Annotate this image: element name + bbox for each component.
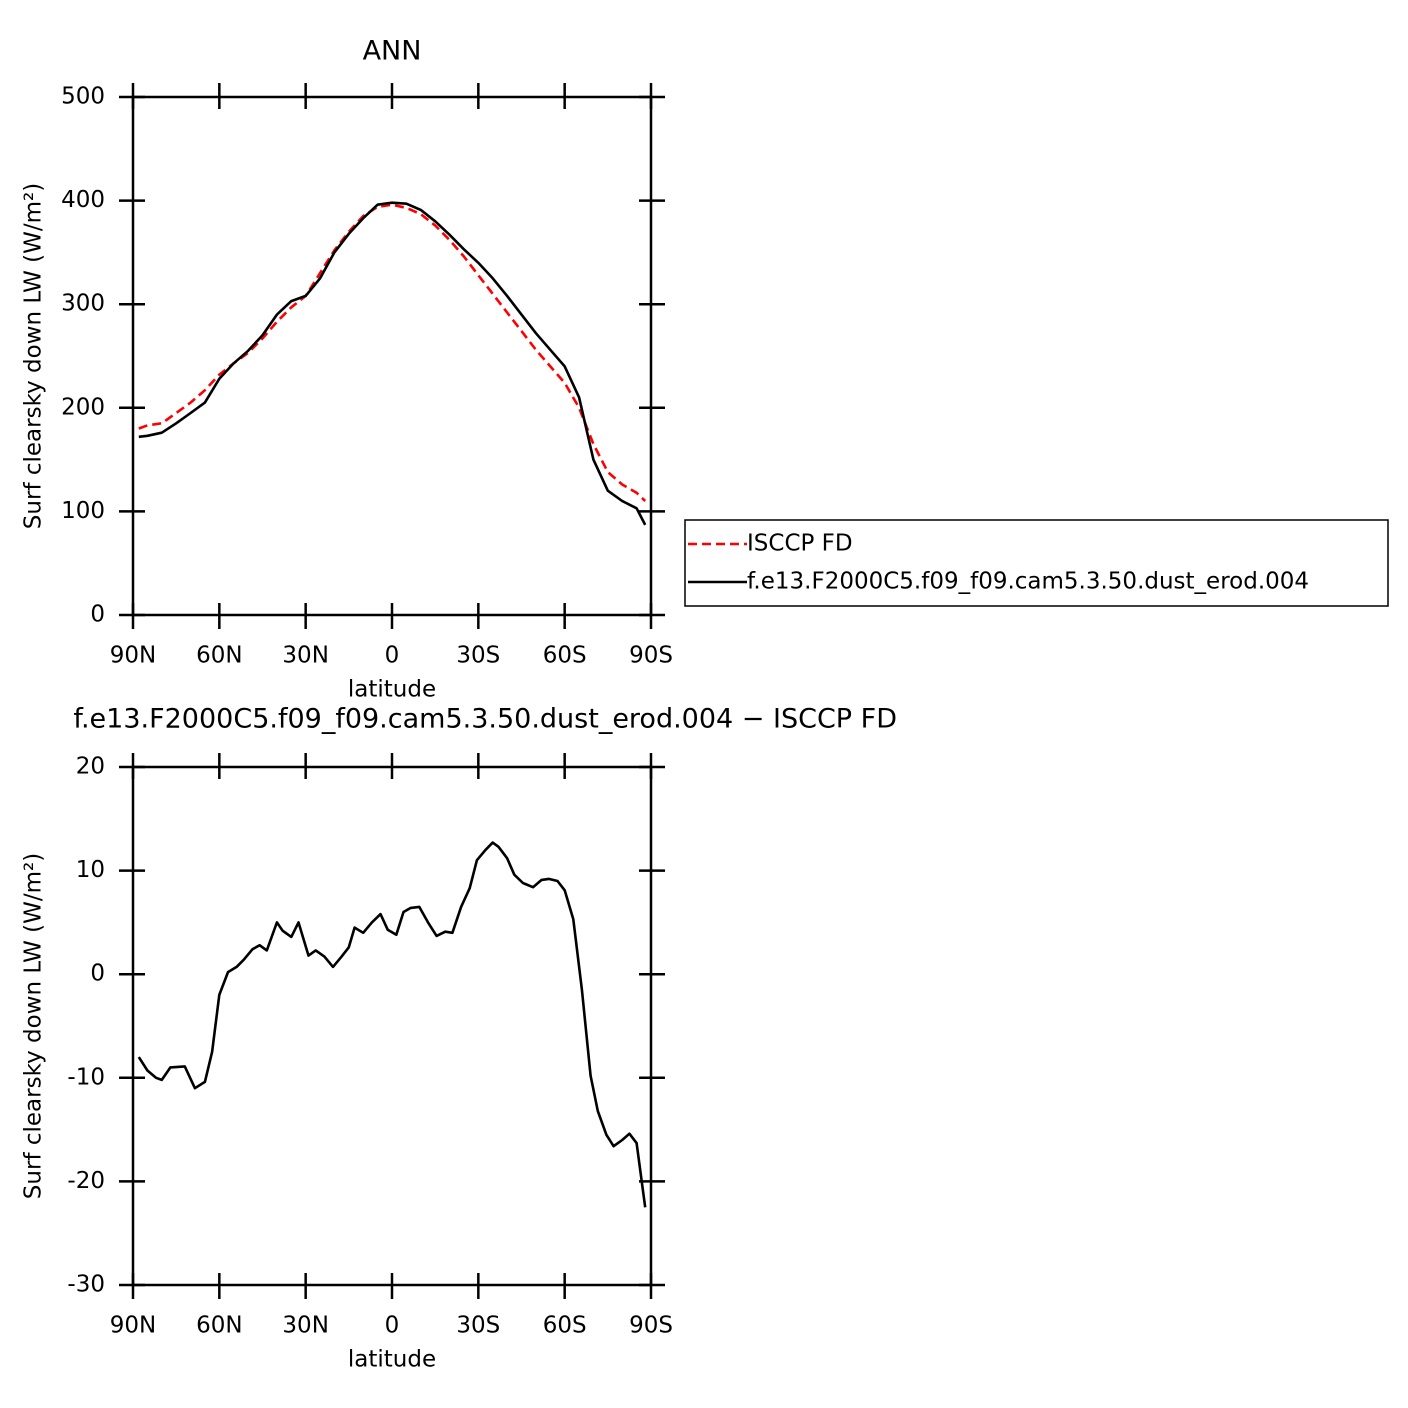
x-tick-label: 60S xyxy=(543,643,587,669)
y-tick-label: -10 xyxy=(67,1064,105,1090)
chart-title: f.e13.F2000C5.f09_f09.cam5.3.50.dust_ero… xyxy=(73,704,897,735)
x-axis-label: latitude xyxy=(348,677,436,703)
y-axis-label: Surf clearsky down LW (W/m²) xyxy=(21,853,47,1199)
x-tick-label: 60S xyxy=(543,1313,587,1339)
x-tick-label: 0 xyxy=(385,643,400,669)
legend-label: f.e13.F2000C5.f09_f09.cam5.3.50.dust_ero… xyxy=(747,569,1309,595)
y-tick-label: 300 xyxy=(61,291,105,317)
chart-title: ANN xyxy=(363,36,422,67)
x-tick-label: 90S xyxy=(629,1313,673,1339)
x-tick-label: 30N xyxy=(282,643,328,669)
x-tick-label: 90N xyxy=(110,643,156,669)
data-line xyxy=(138,201,647,526)
y-tick-label: 200 xyxy=(61,394,105,420)
x-tick-label: 60N xyxy=(196,643,242,669)
y-tick-label: 10 xyxy=(76,857,105,883)
y-tick-label: 20 xyxy=(76,754,105,780)
x-tick-label: 0 xyxy=(385,1313,400,1339)
y-tick-label: 400 xyxy=(61,187,105,213)
x-tick-label: 30S xyxy=(456,1313,500,1339)
y-tick-label: 500 xyxy=(61,84,105,110)
x-axis-label: latitude xyxy=(348,1347,436,1373)
plot-frame xyxy=(131,765,653,1287)
y-tick-label: -30 xyxy=(67,1272,105,1298)
x-tick-label: 90S xyxy=(629,643,673,669)
y-tick-label: 0 xyxy=(90,961,105,987)
y-axis-label: Surf clearsky down LW (W/m²) xyxy=(21,183,47,529)
legend-label: ISCCP FD xyxy=(747,531,853,557)
x-tick-label: 90N xyxy=(110,1313,156,1339)
x-tick-label: 60N xyxy=(196,1313,242,1339)
x-tick-label: 30N xyxy=(282,1313,328,1339)
y-tick-label: 0 xyxy=(90,602,105,628)
plot-frame xyxy=(131,95,653,617)
data-line xyxy=(137,841,647,1208)
data-line xyxy=(138,203,647,502)
legend-box xyxy=(684,519,1389,607)
y-tick-label: 100 xyxy=(61,498,105,524)
x-tick-label: 30S xyxy=(456,643,500,669)
y-tick-label: -20 xyxy=(67,1168,105,1194)
